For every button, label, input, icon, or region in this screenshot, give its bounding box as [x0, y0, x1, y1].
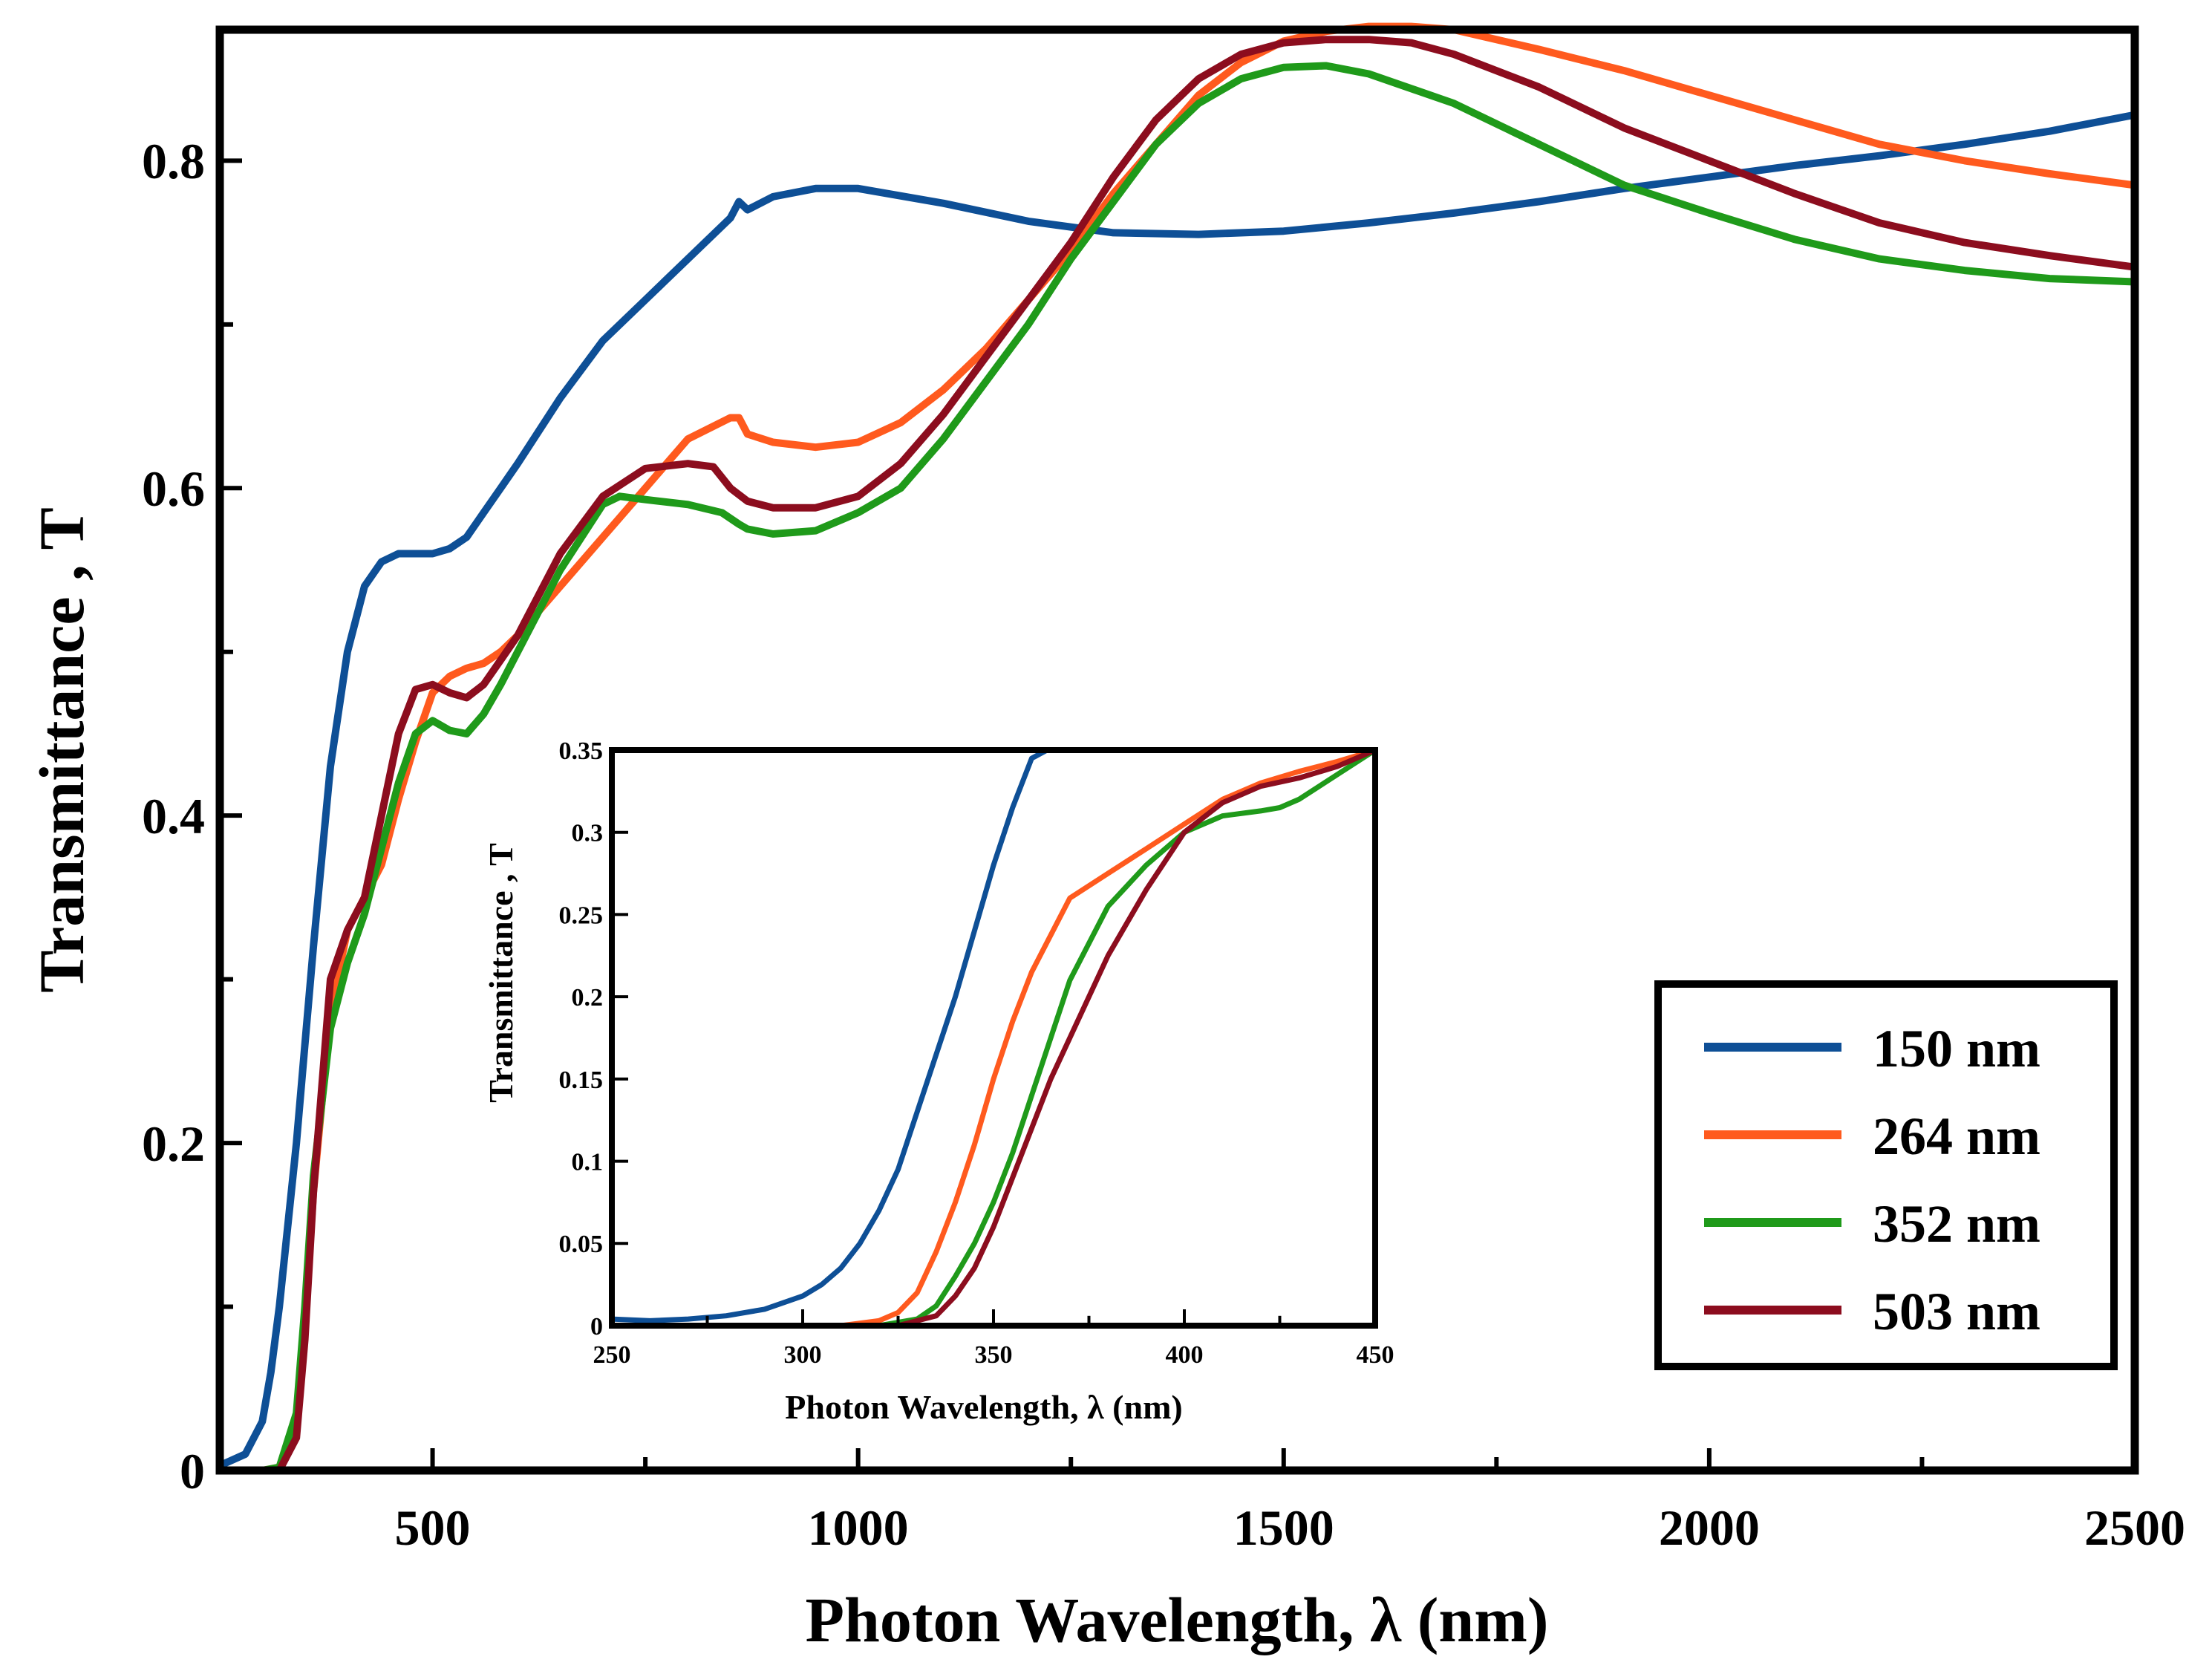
inset-series-line-150-nm — [609, 747, 1050, 1323]
legend-label-150-nm: 150 nm — [1873, 1019, 2040, 1078]
inset-series-line-503-nm — [609, 747, 1378, 1329]
inset-plot: 250 300 350 400 450 0 0.05 0.1 0.15 0.2 0.25 0.3 0.3… — [482, 737, 1394, 1426]
legend-label-264-nm: 264 nm — [1873, 1107, 2040, 1166]
main-x-tick-label: 1500 — [1233, 1499, 1334, 1556]
inset-series-group — [609, 747, 1378, 1329]
main-x-tick-label: 2500 — [2084, 1499, 2185, 1556]
inset-x-tick-label: 400 — [1166, 1341, 1204, 1369]
inset-plot-frame — [609, 747, 1378, 1329]
main-y-tick-label: 0 — [180, 1443, 205, 1499]
main-series-line-150-nm — [216, 111, 2138, 1470]
main-x-tick-label: 1000 — [808, 1499, 909, 1556]
main-y-axis-title: Transmittance , T — [26, 507, 97, 993]
inset-y-tick-label: 0.15 — [559, 1066, 604, 1094]
inset-y-tick-label: 0.3 — [572, 820, 604, 847]
inset-y-tick-label: 0.25 — [559, 902, 604, 929]
inset-y-tick-label: 0.2 — [572, 984, 604, 1012]
main-y-tick-label: 0.2 — [142, 1115, 205, 1172]
inset-x-axis-title: Photon Wavelength, λ (nm) — [785, 1388, 1182, 1426]
legend-label-503-nm: 503 nm — [1873, 1282, 2040, 1341]
inset-series-line-352-nm — [609, 747, 1378, 1329]
main-x-tick-label: 500 — [395, 1499, 471, 1556]
inset-x-tick-label: 350 — [975, 1341, 1013, 1369]
inset-axis-ticks: 250 300 350 400 450 0 0.05 0.1 0.15 0.2 0.25 0.3 0.3… — [559, 737, 1394, 1369]
main-x-tick-label: 2000 — [1659, 1499, 1760, 1556]
main-series-line-352-nm — [216, 62, 2138, 1474]
legend-label-352-nm: 352 nm — [1873, 1194, 2040, 1254]
main-series-line-503-nm — [216, 36, 2138, 1474]
inset-series-line-264-nm — [609, 747, 1378, 1329]
main-y-tick-label: 0.8 — [142, 133, 205, 189]
inset-y-tick-label: 0.1 — [572, 1148, 604, 1176]
main-y-tick-label: 0.6 — [142, 460, 205, 517]
inset-x-tick-label: 250 — [593, 1341, 631, 1369]
inset-y-tick-label: 0.35 — [559, 737, 604, 765]
inset-x-tick-label: 300 — [784, 1341, 822, 1369]
inset-y-tick-label: 0 — [590, 1313, 603, 1341]
inset-y-axis-title: Transmittance , T — [482, 843, 520, 1103]
legend: 150 nm 264 nm 352 nm 503 nm — [1654, 980, 2118, 1370]
inset-background — [612, 750, 1375, 1326]
main-plot-frame — [215, 25, 2139, 1475]
main-y-tick-label: 0.4 — [142, 788, 205, 844]
inset-x-tick-label: 450 — [1357, 1341, 1394, 1369]
legend-items: 150 nm 264 nm 352 nm 503 nm — [1704, 1019, 2040, 1341]
inset-y-tick-label: 0.05 — [559, 1231, 604, 1258]
main-x-axis-title: Photon Wavelength, λ (nm) — [805, 1584, 1548, 1655]
